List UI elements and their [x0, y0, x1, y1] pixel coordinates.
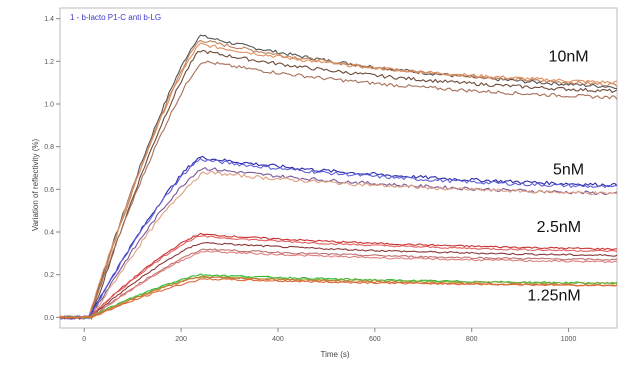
plot-frame [59, 7, 618, 329]
sensorgram-curve [59, 242, 618, 319]
sensorgram-curve [59, 42, 618, 320]
sensorgram-curve [59, 277, 618, 319]
x-tick-label: 400 [272, 336, 284, 343]
sensorgram-curve [59, 250, 617, 319]
annotations: 1 - b-lacto P1-C anti b-LG Time (s) Vari… [31, 13, 589, 359]
sensorgram-curve [59, 49, 618, 320]
legend-entry: 1 - b-lacto P1-C anti b-LG [70, 13, 161, 22]
y-tick-label: 0.8 [44, 144, 54, 151]
x-tick-label: 200 [175, 336, 187, 343]
sensorgram-curve [59, 170, 618, 319]
sensorgram-curve [59, 167, 618, 320]
y-tick-label: 1.0 [44, 102, 54, 109]
axes: 0 200 400 600 800 1000 0.0 0.2 0.4 0.6 0.8 1.0 1.2 1.… [44, 7, 618, 343]
concentration-label: 10nM [549, 48, 589, 65]
y-tick-label: 0.0 [44, 315, 54, 322]
y-tick-label: 0.6 [44, 187, 54, 194]
concentration-label: 1.25nM [527, 287, 580, 304]
y-tick-label: 1.4 [44, 16, 54, 23]
x-axis-label: Time (s) [320, 350, 349, 359]
sensorgram-curve [59, 155, 618, 320]
x-tick-label: 800 [466, 336, 478, 343]
concentration-label: 2.5nM [537, 219, 581, 236]
sensorgram-curve [59, 235, 618, 319]
curves [59, 34, 618, 320]
x-tick-label: 0 [82, 336, 86, 343]
sensorgram-curve [59, 34, 617, 320]
sensorgram-curve [59, 232, 618, 319]
x-tick-label: 600 [369, 336, 381, 343]
y-tick-label: 0.2 [44, 272, 54, 279]
y-tick-label: 0.4 [44, 230, 54, 237]
x-tick-label: 1000 [561, 336, 577, 343]
sensorgram-curve [59, 60, 618, 320]
sensorgram-curve [59, 157, 618, 320]
y-axis-label: Variation of reflectivity (%) [31, 139, 40, 232]
y-tick-label: 1.2 [44, 59, 54, 66]
sensorgram-curve [59, 248, 617, 319]
concentration-label: 5nM [553, 161, 584, 178]
